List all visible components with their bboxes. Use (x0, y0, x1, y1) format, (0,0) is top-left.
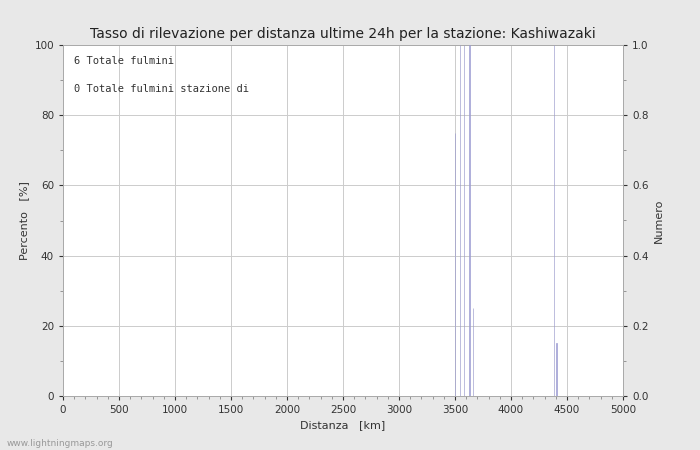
Text: 0 Totale fulmini stazione di: 0 Totale fulmini stazione di (74, 84, 249, 94)
X-axis label: Distanza   [km]: Distanza [km] (300, 421, 386, 431)
Text: 6 Totale fulmini: 6 Totale fulmini (74, 55, 174, 66)
Text: www.lightningmaps.org: www.lightningmaps.org (7, 439, 113, 448)
Y-axis label: Percento   [%]: Percento [%] (19, 181, 29, 260)
Title: Tasso di rilevazione per distanza ultime 24h per la stazione: Kashiwazaki: Tasso di rilevazione per distanza ultime… (90, 27, 596, 41)
Legend: Tasso di rilevazione stazione Kashiwazaki, Numero totale fulmini: Tasso di rilevazione stazione Kashiwazak… (139, 447, 547, 450)
Y-axis label: Numero: Numero (654, 198, 664, 243)
